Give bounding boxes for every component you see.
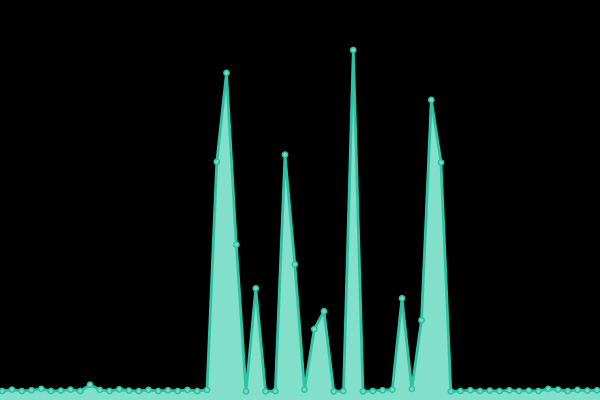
data-point-marker: [86, 381, 94, 389]
data-point-marker: [203, 386, 211, 394]
data-point-marker: [47, 387, 55, 395]
data-point-marker: [262, 387, 269, 395]
data-point-marker: [106, 387, 113, 395]
data-point-marker: [593, 386, 600, 394]
data-point-marker: [281, 151, 289, 159]
data-point-marker: [359, 387, 367, 395]
data-point-marker: [505, 386, 513, 394]
data-point-marker: [96, 386, 104, 394]
data-point-marker: [515, 387, 523, 395]
data-point-marker: [447, 387, 455, 395]
data-point-marker: [193, 387, 201, 395]
data-point-marker: [184, 386, 191, 394]
data-point-marker: [554, 386, 562, 393]
data-point-marker: [437, 159, 445, 166]
data-point-marker: [310, 325, 318, 333]
data-point-marker: [418, 316, 425, 324]
data-point-marker: [398, 294, 406, 302]
data-point-marker: [252, 284, 260, 292]
data-point-marker: [340, 387, 347, 395]
series-line: [0, 48, 600, 393]
data-point-marker: [28, 386, 35, 394]
data-point-marker: [154, 387, 162, 395]
data-point-marker: [476, 387, 484, 395]
data-point-marker: [427, 96, 435, 104]
data-point-marker: [330, 387, 338, 395]
data-point-marker: [408, 385, 416, 393]
data-point-marker: [8, 386, 16, 393]
data-point-marker: [135, 387, 143, 395]
data-point-marker: [496, 387, 503, 395]
data-point-marker: [145, 386, 152, 394]
data-point-marker: [457, 387, 464, 395]
data-point-marker: [535, 387, 542, 395]
data-point-marker: [57, 387, 65, 394]
data-point-marker: [76, 387, 84, 395]
data-point-marker: [37, 385, 45, 393]
data-point-marker: [486, 387, 494, 394]
data-point-marker: [544, 385, 552, 393]
data-point-marker: [564, 387, 572, 395]
data-point-marker: [388, 386, 396, 393]
data-point-marker: [301, 386, 308, 393]
data-point-marker: [291, 260, 299, 268]
data-point-marker: [18, 387, 26, 395]
data-point-marker: [0, 387, 6, 395]
data-point-marker: [574, 386, 581, 394]
data-point-marker: [67, 386, 74, 393]
data-point-marker: [232, 241, 240, 248]
data-point-marker: [174, 387, 182, 395]
data-point-marker: [320, 307, 328, 315]
data-point-marker: [213, 158, 221, 166]
data-point-marker: [271, 387, 279, 395]
data-point-marker: [379, 386, 386, 394]
data-point-marker: [466, 386, 474, 394]
data-point-marker: [349, 46, 357, 54]
data-point-marker: [583, 387, 591, 394]
data-point-marker: [223, 69, 230, 77]
data-point-marker: [525, 387, 533, 394]
data-point-marker: [125, 387, 133, 394]
data-point-marker: [242, 387, 250, 395]
data-point-marker: [369, 387, 377, 395]
data-point-marker: [115, 385, 123, 393]
data-point-marker: [164, 386, 172, 394]
